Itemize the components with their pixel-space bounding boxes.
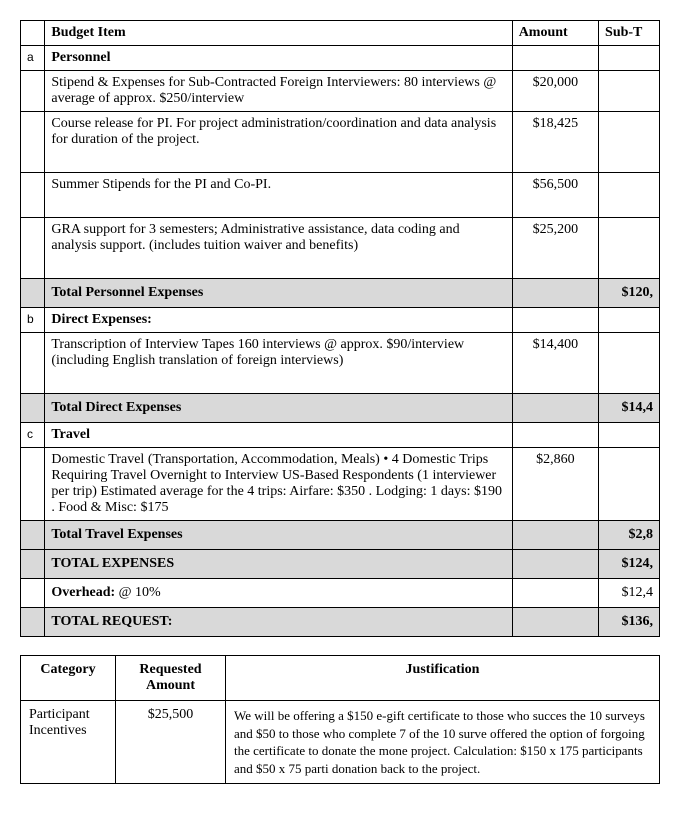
cell-blank <box>21 448 45 521</box>
total-request-row: TOTAL REQUEST: $136, <box>21 608 660 637</box>
cell-blank <box>599 112 660 173</box>
justification-row: Participant Incentives $25,500 We will b… <box>21 701 660 784</box>
item-amount: $56,500 <box>512 173 598 218</box>
subtotal-label: Total Travel Expenses <box>45 521 512 550</box>
section-a-header: a Personnel <box>21 46 660 71</box>
subtotal-value: $14,4 <box>599 394 660 423</box>
total-request-label: TOTAL REQUEST: <box>45 608 512 637</box>
subtotal-value: $2,8 <box>599 521 660 550</box>
section-marker: a <box>21 46 45 71</box>
header-req-amount: Requested Amount <box>116 656 226 701</box>
total-expenses-row: TOTAL EXPENSES $124, <box>21 550 660 579</box>
cell-blank <box>512 550 598 579</box>
table-row: GRA support for 3 semesters; Administrat… <box>21 218 660 279</box>
cell-blank <box>512 579 598 608</box>
cell-blank <box>21 333 45 394</box>
item-amount: $20,000 <box>512 71 598 112</box>
item-amount: $18,425 <box>512 112 598 173</box>
cell-blank <box>512 394 598 423</box>
total-value: $124, <box>599 550 660 579</box>
budget-table: Budget Item Amount Sub-T a Personnel Sti… <box>20 20 660 637</box>
cell-blank <box>599 308 660 333</box>
cell-blank <box>21 608 45 637</box>
budget-header-row: Budget Item Amount Sub-T <box>21 21 660 46</box>
subtotal-value: $120, <box>599 279 660 308</box>
section-marker: c <box>21 423 45 448</box>
cell-blank <box>21 218 45 279</box>
table-row: Stipend & Expenses for Sub-Contracted Fo… <box>21 71 660 112</box>
header-justification: Justification <box>226 656 660 701</box>
subtotal-label: Total Personnel Expenses <box>45 279 512 308</box>
section-subtotal-row: Total Direct Expenses $14,4 <box>21 394 660 423</box>
section-marker: b <box>21 308 45 333</box>
item-amount: $25,200 <box>512 218 598 279</box>
justification-text: We will be offering a $150 e-gift certif… <box>226 701 660 784</box>
cell-blank <box>599 218 660 279</box>
section-subtotal-row: Total Travel Expenses $2,8 <box>21 521 660 550</box>
item-amount: $14,400 <box>512 333 598 394</box>
section-b-header: b Direct Expenses: <box>21 308 660 333</box>
table-row: Course release for PI. For project admin… <box>21 112 660 173</box>
justification-table: Category Requested Amount Justification … <box>20 655 660 784</box>
cell-blank <box>599 46 660 71</box>
cell-blank <box>512 279 598 308</box>
cell-blank <box>21 394 45 423</box>
cell-blank <box>599 423 660 448</box>
cell-blank <box>21 112 45 173</box>
cell-blank <box>512 46 598 71</box>
justification-amount: $25,500 <box>116 701 226 784</box>
cell-blank <box>512 423 598 448</box>
header-item: Budget Item <box>45 21 512 46</box>
subtotal-label: Total Direct Expenses <box>45 394 512 423</box>
item-amount: $2,860 <box>512 448 598 521</box>
cell-blank <box>21 71 45 112</box>
item-desc: Stipend & Expenses for Sub-Contracted Fo… <box>45 71 512 112</box>
table-row: Transcription of Interview Tapes 160 int… <box>21 333 660 394</box>
section-title: Personnel <box>45 46 512 71</box>
item-desc: GRA support for 3 semesters; Administrat… <box>45 218 512 279</box>
overhead-suffix: @ 10% <box>115 585 161 600</box>
overhead-label: Overhead: @ 10% <box>45 579 512 608</box>
section-c-header: c Travel <box>21 423 660 448</box>
total-request-value: $136, <box>599 608 660 637</box>
cell-blank <box>512 521 598 550</box>
cell-blank <box>21 550 45 579</box>
cell-blank <box>21 521 45 550</box>
justification-header-row: Category Requested Amount Justification <box>21 656 660 701</box>
cell-blank <box>21 579 45 608</box>
item-desc: Transcription of Interview Tapes 160 int… <box>45 333 512 394</box>
overhead-row: Overhead: @ 10% $12,4 <box>21 579 660 608</box>
cell-blank <box>599 333 660 394</box>
table-row: Domestic Travel (Transportation, Accommo… <box>21 448 660 521</box>
cell-blank <box>599 173 660 218</box>
header-category: Category <box>21 656 116 701</box>
section-title: Travel <box>45 423 512 448</box>
cell-blank <box>21 279 45 308</box>
header-subtotal: Sub-T <box>599 21 660 46</box>
section-title: Direct Expenses: <box>45 308 512 333</box>
cell-blank <box>512 308 598 333</box>
cell-blank <box>21 173 45 218</box>
item-desc: Course release for PI. For project admin… <box>45 112 512 173</box>
total-label: TOTAL EXPENSES <box>45 550 512 579</box>
header-blank <box>21 21 45 46</box>
cell-blank <box>599 448 660 521</box>
overhead-value: $12,4 <box>599 579 660 608</box>
item-desc: Domestic Travel (Transportation, Accommo… <box>45 448 512 521</box>
cell-blank <box>599 71 660 112</box>
cell-blank <box>512 608 598 637</box>
justification-category: Participant Incentives <box>21 701 116 784</box>
overhead-prefix: Overhead: <box>51 585 115 600</box>
section-subtotal-row: Total Personnel Expenses $120, <box>21 279 660 308</box>
item-desc: Summer Stipends for the PI and Co-PI. <box>45 173 512 218</box>
table-row: Summer Stipends for the PI and Co-PI. $5… <box>21 173 660 218</box>
header-amount: Amount <box>512 21 598 46</box>
